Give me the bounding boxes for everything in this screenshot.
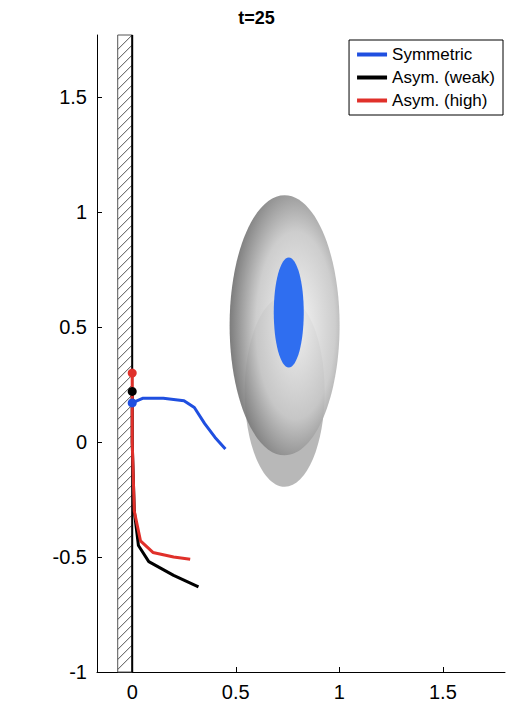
svg-text:0.5: 0.5 [222,681,250,703]
svg-text:0: 0 [127,681,138,703]
svg-text:1.5: 1.5 [429,681,457,703]
svg-text:Asym. (weak): Asym. (weak) [392,68,495,87]
svg-text:Symmetric: Symmetric [392,45,473,64]
svg-text:1: 1 [334,681,345,703]
svg-text:t=25: t=25 [238,8,275,28]
svg-text:-0.5: -0.5 [53,546,87,568]
svg-text:0: 0 [76,431,87,453]
svg-text:Asym. (high): Asym. (high) [392,91,487,110]
svg-text:0.5: 0.5 [59,316,87,338]
svg-text:1: 1 [76,201,87,223]
svg-text:1.5: 1.5 [59,86,87,108]
svg-text:-1: -1 [69,661,87,683]
